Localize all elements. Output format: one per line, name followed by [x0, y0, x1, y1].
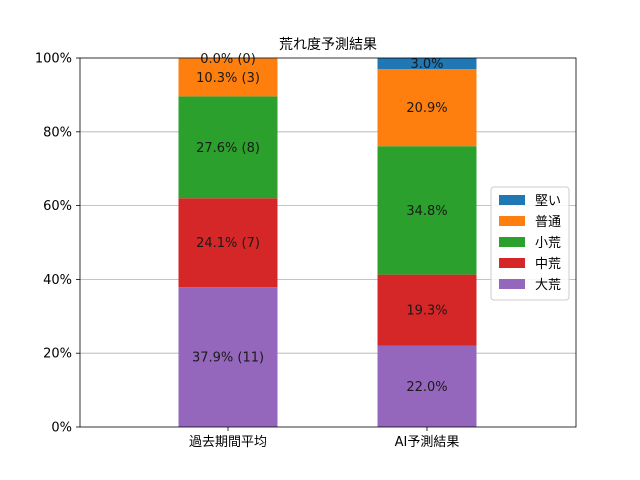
y-tick-label: 40%: [43, 273, 72, 288]
bar-segment-普通: [178, 58, 278, 97]
segment-label: 20.9%: [406, 101, 447, 116]
legend-swatch-普通: [499, 216, 525, 226]
segment-label-layer: 37.9% (11) 24.1% (7) 27.6% (8) 10.3% (3) 0.0…: [192, 52, 448, 395]
bar-layer: [178, 58, 477, 427]
y-tick-label: 100%: [35, 52, 72, 67]
y-tick-label: 60%: [43, 199, 72, 214]
chart-title: 荒れ度予測結果: [279, 37, 377, 53]
segment-label: 34.8%: [406, 204, 447, 219]
legend-label-堅い: 堅い: [535, 194, 561, 209]
bar-segment-堅い: [377, 58, 477, 70]
segment-label: 22.0%: [406, 380, 447, 395]
plot-frame: [79, 57, 577, 428]
legend-swatch-堅い: [499, 195, 525, 205]
bar-segment-大荒: [377, 345, 477, 427]
bar-segment-普通: [377, 69, 477, 147]
segment-label: 10.3% (3): [196, 71, 260, 86]
segment-label: 0.0% (0): [200, 52, 256, 67]
legend-swatch-中荒: [499, 258, 525, 268]
bar-segment-中荒: [178, 198, 278, 288]
bar-segment-大荒: [178, 287, 278, 427]
segment-label: 24.1% (7): [196, 236, 260, 251]
legend-swatch-小荒: [499, 237, 525, 247]
bar-segment-小荒: [377, 146, 477, 275]
legend-label-小荒: 小荒: [535, 236, 561, 251]
segment-label: 3.0%: [410, 57, 443, 72]
bar-segment-中荒: [377, 274, 477, 346]
legend-swatch-大荒: [499, 279, 525, 289]
segment-label: 27.6% (8): [196, 141, 260, 156]
x-tick-label: 過去期間平均: [189, 435, 267, 450]
y-tick-label: 80%: [43, 125, 72, 140]
x-tick-label: AI予測結果: [395, 435, 460, 450]
axis-layer: 0% 20% 40% 60% 80% 100% 過去期間平均 AI予測結果: [35, 52, 577, 450]
segment-label: 19.3%: [406, 304, 447, 319]
legend-label-中荒: 中荒: [535, 257, 561, 272]
legend-box: [490, 186, 570, 301]
y-tick-label: 0%: [51, 421, 72, 436]
legend-label-大荒: 大荒: [535, 278, 561, 293]
bar-segment-小荒: [178, 96, 278, 199]
y-tick-label: 20%: [43, 347, 72, 362]
segment-label: 37.9% (11): [192, 351, 264, 366]
legend-label-普通: 普通: [535, 215, 561, 230]
